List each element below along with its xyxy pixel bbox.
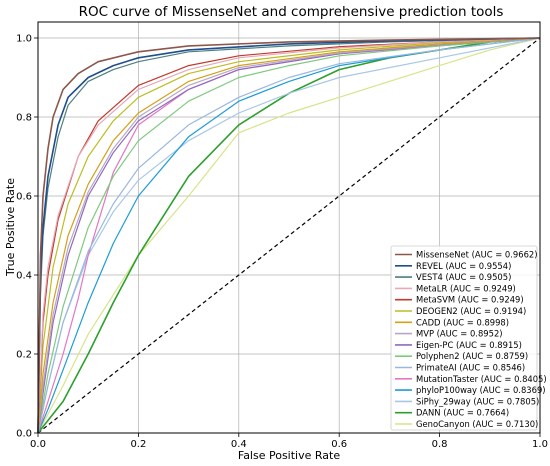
legend-entry: MVP (AUC = 0.8952) [416, 329, 503, 339]
series-line-4 [37, 37, 541, 434]
series-line-12 [37, 37, 541, 434]
series-line-5 [37, 37, 541, 434]
legend-entry: DANN (AUC = 0.7664) [416, 408, 509, 418]
series-line-1 [37, 37, 541, 434]
chart-title: ROC curve of MissenseNet and comprehensi… [79, 4, 504, 20]
plot-frame [37, 21, 541, 434]
legend: MissenseNet (AUC = 0.9662)REVEL (AUC = 0… [390, 245, 547, 431]
series-line-6 [37, 37, 541, 434]
series-line-10 [37, 37, 541, 434]
legend-entry: MissenseNet (AUC = 0.9662) [416, 250, 538, 260]
series-line-9 [37, 37, 541, 434]
legend-entry: DEOGEN2 (AUC = 0.9194) [416, 306, 526, 316]
x-tick-label: 0.8 [432, 439, 448, 450]
y-tick-label: 0.6 [16, 192, 32, 203]
diagonal-reference-line [37, 37, 541, 434]
series-lines [37, 37, 541, 434]
x-axis-ticks: 0.0 0.2 0.4 0.6 0.8 1.0 [30, 433, 548, 450]
legend-entry: GenoCanyon (AUC = 0.7130) [416, 419, 538, 429]
series-line-7 [37, 37, 541, 434]
series-line-8 [37, 37, 541, 434]
y-tick-label: 0.2 [16, 350, 32, 361]
legend-entry: PrimateAI (AUC = 0.8546) [416, 363, 525, 373]
series-line-3 [37, 37, 541, 434]
y-tick-label: 0.4 [16, 271, 32, 282]
y-axis-label: True Positive Rate [4, 178, 17, 277]
x-tick-label: 1.0 [532, 439, 548, 450]
legend-entry: SiPhy_29way (AUC = 0.7805) [416, 396, 539, 406]
legend-box [390, 245, 538, 431]
legend-entry: MetaSVM (AUC = 0.9249) [416, 295, 524, 305]
legend-entry: VEST4 (AUC = 0.9505) [416, 272, 511, 282]
y-axis-ticks: 0.0 0.2 0.4 0.6 0.8 1.0 [16, 34, 38, 440]
legend-entry: MetaLR (AUC = 0.9249) [416, 283, 516, 293]
y-tick-label: 0.8 [16, 113, 32, 124]
x-tick-label: 0.2 [130, 439, 146, 450]
x-axis-label: False Positive Rate [238, 449, 340, 462]
series-line-0 [37, 37, 541, 434]
x-tick-label: 0.0 [30, 439, 46, 450]
legend-entry: MutationTaster (AUC = 0.8405) [416, 374, 547, 384]
legend-entry: Eigen-PC (AUC = 0.8915) [416, 340, 522, 350]
legend-entry: Polyphen2 (AUC = 0.8759) [416, 351, 528, 361]
series-line-15 [37, 37, 541, 434]
legend-entry: CADD (AUC = 0.8998) [416, 317, 509, 327]
legend-entry: phyloP100way (AUC = 0.8369) [416, 385, 546, 395]
legend-entry: REVEL (AUC = 0.9554) [416, 261, 511, 271]
y-tick-label: 1.0 [16, 34, 32, 45]
y-tick-label: 0.0 [16, 429, 32, 440]
x-tick-label: 0.4 [231, 439, 247, 450]
x-tick-label: 0.6 [331, 439, 347, 450]
